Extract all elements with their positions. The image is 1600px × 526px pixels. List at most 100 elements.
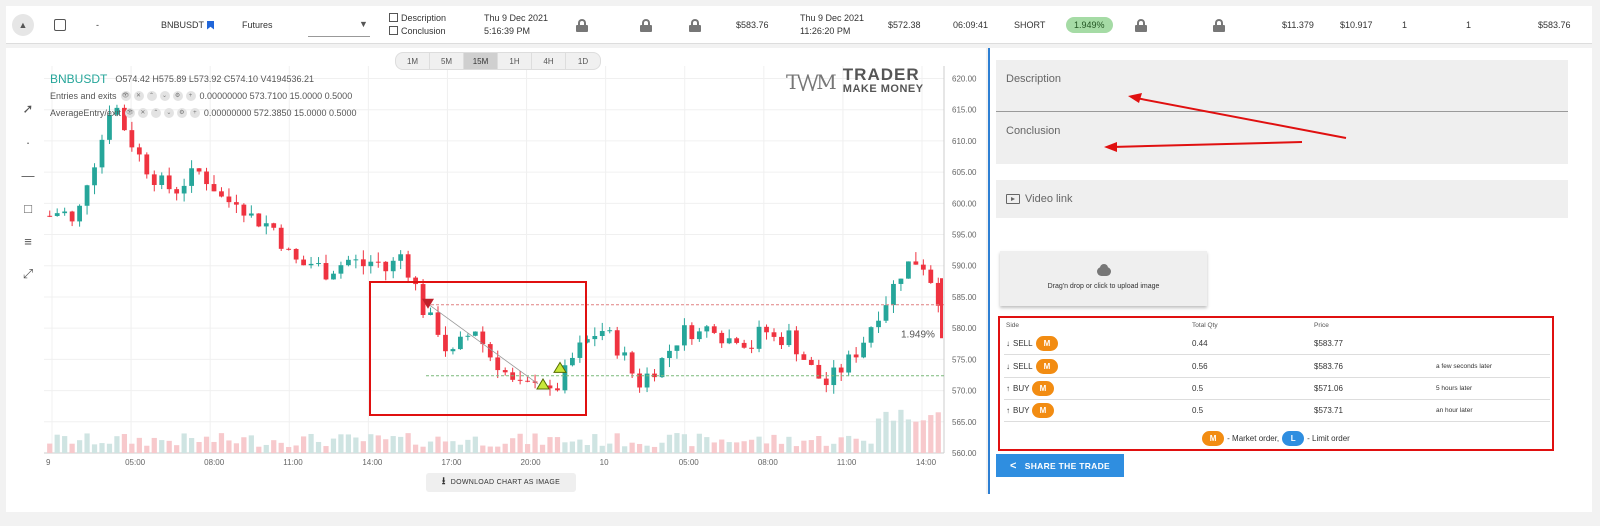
volume-bar: [375, 435, 381, 453]
duration: 06:09:41: [953, 20, 989, 30]
timeframe-5m[interactable]: 5M: [430, 53, 464, 69]
series-controls[interactable]: 👁 ✕ ⌃ ⌄ ⚙ +: [120, 90, 196, 101]
order-price: $573.71: [1314, 406, 1343, 415]
volume-bar: [263, 444, 269, 453]
candle-body: [868, 327, 874, 343]
candle-body: [293, 248, 299, 260]
timeframe-1m[interactable]: 1M: [396, 53, 430, 69]
description-check-label: Description: [401, 13, 447, 23]
limit-order-text: - Limit order: [1307, 433, 1350, 443]
description-field[interactable]: Description: [996, 60, 1568, 112]
candle-body: [278, 227, 284, 249]
order-side: SELL: [1013, 339, 1033, 348]
candle-body: [219, 191, 224, 197]
conclusion-check-label: Conclusion: [401, 26, 446, 36]
video-link-field[interactable]: Video link: [996, 180, 1568, 218]
fullscreen-icon[interactable]: ⤢: [22, 266, 34, 281]
volume-bar: [420, 446, 426, 453]
candle-body: [435, 312, 441, 335]
volume-bar: [278, 442, 284, 453]
close-date: Thu 9 Dec 2021: [800, 13, 865, 23]
download-chart-button[interactable]: ⭳ DOWNLOAD CHART AS IMAGE: [426, 473, 576, 492]
candle-body: [114, 107, 120, 115]
trade-row: ▲ - BNBUSDT Futures ▼ Description Conclu…: [6, 6, 1592, 44]
volume-bar: [248, 435, 254, 453]
chevron-down-icon[interactable]: ▼: [359, 19, 368, 29]
timeframe-4h[interactable]: 4H: [532, 53, 566, 69]
conclusion-checkbox[interactable]: [389, 26, 398, 35]
market-select[interactable]: Futures: [242, 20, 273, 30]
collapse-row-button[interactable]: ▲: [12, 14, 34, 36]
volume-bar: [106, 443, 113, 453]
upload-dropzone[interactable]: Drag'n drop or click to upload image: [1000, 251, 1207, 306]
candle-body: [906, 261, 911, 279]
volume-bar: [144, 445, 150, 453]
candle-body: [704, 326, 710, 332]
order-price: $583.77: [1314, 339, 1343, 348]
volume-bar: [719, 439, 725, 453]
x-tick-label: 14:00: [916, 458, 937, 467]
volume-bar: [659, 442, 665, 453]
candle-body: [69, 211, 75, 222]
candle-body: [398, 254, 404, 261]
volume-bar: [823, 445, 829, 453]
candle-body: [368, 261, 374, 267]
description-checkbox[interactable]: [389, 13, 398, 22]
candle-body: [719, 332, 725, 344]
volume-bar: [868, 443, 874, 453]
volume-bar: [188, 438, 195, 453]
order-price: $583.76: [1314, 362, 1343, 371]
volume-bar: [584, 445, 590, 453]
y-tick-label: 600.00: [952, 199, 977, 208]
volume-bar: [196, 441, 202, 453]
candle-body: [696, 331, 702, 340]
candle-body: [331, 273, 336, 280]
x-tick-label: 08:00: [204, 458, 225, 467]
volume-bar: [450, 441, 456, 453]
bottom-strip: [6, 494, 1592, 512]
cloud-upload-icon: [1096, 264, 1111, 276]
dot-tool-icon[interactable]: ·: [25, 134, 31, 150]
candle-body: [928, 269, 934, 283]
conclusion-field[interactable]: Conclusion: [996, 112, 1568, 164]
volume-bar: [233, 443, 240, 453]
candle-body: [614, 330, 620, 356]
trendline-tool-icon[interactable]: ➚: [22, 101, 34, 116]
volume-bar: [159, 440, 165, 453]
fib-tool-icon[interactable]: ≡: [24, 233, 32, 249]
volume-bar: [554, 437, 561, 453]
volume-bar: [360, 441, 366, 453]
timeframe-1d[interactable]: 1D: [577, 56, 589, 66]
volume-bar: [405, 433, 411, 453]
volume-bar: [353, 437, 359, 453]
candle-body: [764, 326, 769, 333]
order-row: ↑ BUY M 0.5 $573.71 an hour later: [1004, 400, 1550, 422]
candle-body: [637, 373, 642, 388]
row-checkbox[interactable]: [54, 19, 66, 31]
volume-bar: [47, 443, 53, 453]
arrow-line: [1111, 141, 1303, 148]
sell-arrow-icon: ↓: [1006, 339, 1010, 348]
candle-body: [584, 339, 590, 343]
market-order-badge: M: [1032, 403, 1054, 418]
timeframe-15m[interactable]: 15M: [464, 53, 498, 69]
horizontal-line-tool-icon[interactable]: —: [21, 167, 35, 183]
rectangle-tool-icon[interactable]: □: [24, 200, 32, 216]
candle-body: [405, 254, 411, 278]
candle-body: [129, 130, 135, 148]
share-trade-button[interactable]: < SHARE THE TRADE: [996, 454, 1124, 477]
candle-body: [144, 154, 150, 175]
bookmark-icon[interactable]: [207, 20, 215, 30]
candle-body: [555, 388, 560, 391]
volume-bar: [771, 434, 777, 453]
order-type-legend: M - Market order, L - Limit order: [1000, 429, 1552, 447]
volume-bar: [846, 435, 852, 453]
timeframe-1h[interactable]: 1H: [498, 53, 532, 69]
price-chart[interactable]: 620.00 615.00 610.00 605.00 600.00 595.00 590.…: [6, 48, 986, 494]
volume-bar: [636, 443, 643, 453]
series-controls[interactable]: 👁 ✕ ⌃ ⌄ ⚙ +: [124, 107, 200, 118]
x-tick-label: 14:00: [362, 458, 383, 467]
candle-body: [211, 184, 217, 192]
upload-text: Drag'n drop or click to upload image: [1047, 283, 1160, 290]
volume-bar: [793, 446, 800, 453]
